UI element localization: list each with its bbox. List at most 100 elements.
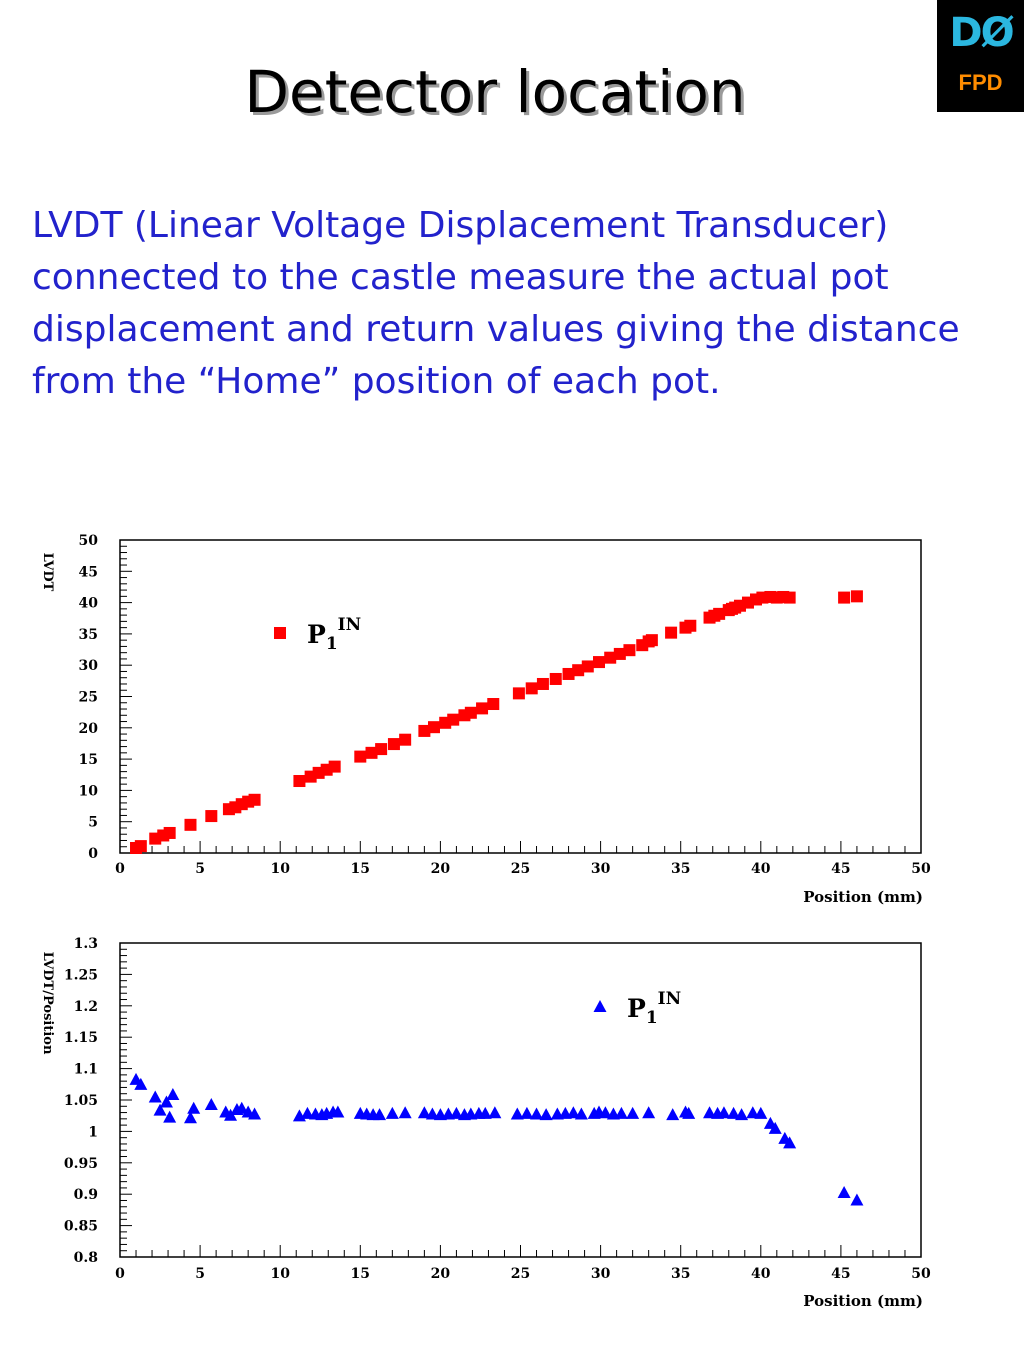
x-tick-label: 30	[591, 861, 611, 877]
logo-d0-text: DØ	[949, 10, 1014, 56]
data-point	[365, 746, 378, 759]
data-point	[510, 1107, 524, 1120]
data-point	[665, 626, 678, 639]
y-tick-label: 1	[88, 1124, 98, 1140]
data-point	[464, 706, 477, 719]
data-point	[488, 1106, 502, 1119]
data-point	[703, 1106, 717, 1119]
x-tick-label: 25	[511, 861, 530, 877]
data-point	[224, 1108, 238, 1121]
data-point	[746, 1106, 760, 1119]
data-point	[159, 1095, 173, 1108]
plot-frame	[119, 942, 922, 1258]
data-point	[153, 1103, 167, 1116]
data-point	[417, 1106, 431, 1119]
x-tick-label: 35	[671, 1266, 690, 1282]
x-axis-label: Position (mm)	[803, 888, 923, 906]
data-point	[354, 750, 367, 763]
y-tick-label: 1.25	[64, 967, 98, 983]
data-point	[837, 1185, 851, 1198]
data-point	[717, 1106, 731, 1119]
x-tick-label: 50	[911, 861, 931, 877]
x-tick-label: 25	[511, 1266, 530, 1282]
body-paragraph: LVDT (Linear Voltage Displacement Transd…	[32, 205, 960, 402]
data-point	[623, 644, 636, 657]
data-point	[783, 1136, 797, 1149]
data-point	[562, 667, 575, 680]
x-axis-label: Position (mm)	[803, 1292, 923, 1310]
data-point	[166, 1087, 180, 1100]
data-point	[549, 672, 562, 685]
y-tick-label: 1.3	[74, 936, 98, 952]
x-tick-label: 10	[270, 1266, 290, 1282]
data-point	[598, 1106, 612, 1119]
lvdt-ratio-vs-position-chart: 0 5 10 15 20 25 30 35 40 45 50 0.8 0.85 0.9 0.95 1 1.05 1…	[40, 936, 931, 1310]
data-point	[375, 743, 388, 756]
data-point	[418, 724, 431, 737]
data-point	[235, 1101, 249, 1114]
data-point	[850, 590, 863, 603]
x-tick-label: 30	[591, 1266, 611, 1282]
x-tick-label: 40	[751, 1266, 771, 1282]
x-tick-label: 45	[831, 861, 850, 877]
data-point	[613, 647, 626, 660]
data-point	[530, 1107, 544, 1120]
y-tick-label: 45	[79, 564, 98, 580]
data-point	[205, 810, 218, 823]
y-tick-label: 1.1	[74, 1062, 98, 1078]
data-point	[248, 1107, 262, 1120]
data-point	[387, 738, 400, 751]
logo-fpd-text: FPD	[958, 70, 1003, 95]
x-tick-label: 0	[115, 861, 125, 877]
data-point	[293, 775, 306, 788]
y-tick-label: 0.85	[64, 1219, 98, 1235]
data-point	[727, 1106, 741, 1119]
x-tick-label: 20	[431, 1266, 451, 1282]
data-point	[735, 1108, 749, 1121]
data-point	[645, 634, 658, 647]
data-point	[427, 721, 440, 734]
y-tick-label: 10	[79, 783, 99, 799]
data-point	[604, 651, 617, 664]
d0-fpd-logo: DØ FPD	[937, 0, 1024, 112]
data-point	[398, 1106, 412, 1119]
x-tick-label: 50	[911, 1266, 931, 1282]
data-point	[682, 1106, 696, 1119]
data-point	[204, 1098, 218, 1111]
y-tick-label: 1.2	[74, 999, 98, 1015]
y-tick-label: 20	[79, 721, 99, 737]
data-point	[184, 818, 197, 831]
data-point	[838, 591, 851, 604]
y-axis-label: LVDT/Position	[40, 952, 55, 1055]
data-point	[300, 1106, 314, 1119]
data-point	[684, 619, 697, 632]
data-point	[754, 1106, 768, 1119]
lvdt-vs-position-chart: 0 5 10 15 20 25 30 35 40 45 50 0 5 10 15 20 25 30 35 40 45 50…	[40, 533, 931, 906]
data-point	[536, 677, 549, 690]
data-point	[248, 793, 261, 806]
x-tick-label: 15	[351, 861, 370, 877]
slide-title: Detector location	[244, 58, 746, 126]
data-point	[373, 1108, 387, 1121]
x-tick-label: 5	[195, 1266, 205, 1282]
data-point	[783, 591, 796, 604]
data-point	[163, 1110, 177, 1123]
y-tick-label: 0.8	[74, 1250, 98, 1266]
data-point	[713, 607, 726, 620]
y-axis-label: LVDT	[40, 553, 55, 592]
data-point	[134, 1077, 148, 1090]
y-tick-label: 35	[79, 627, 98, 643]
data-point	[566, 1106, 580, 1119]
x-tick-label: 40	[751, 861, 771, 877]
data-point	[183, 1111, 197, 1124]
data-point	[539, 1108, 553, 1121]
y-tick-label: 0.95	[64, 1156, 98, 1172]
y-tick-label: 40	[79, 596, 99, 612]
y-tick-label: 50	[79, 533, 99, 549]
data-point	[328, 760, 341, 773]
y-tick-label: 0.9	[74, 1187, 98, 1203]
data-point	[592, 656, 605, 669]
y-tick-label: 1.15	[64, 1030, 98, 1046]
data-point	[572, 664, 585, 677]
data-point	[520, 1106, 534, 1119]
